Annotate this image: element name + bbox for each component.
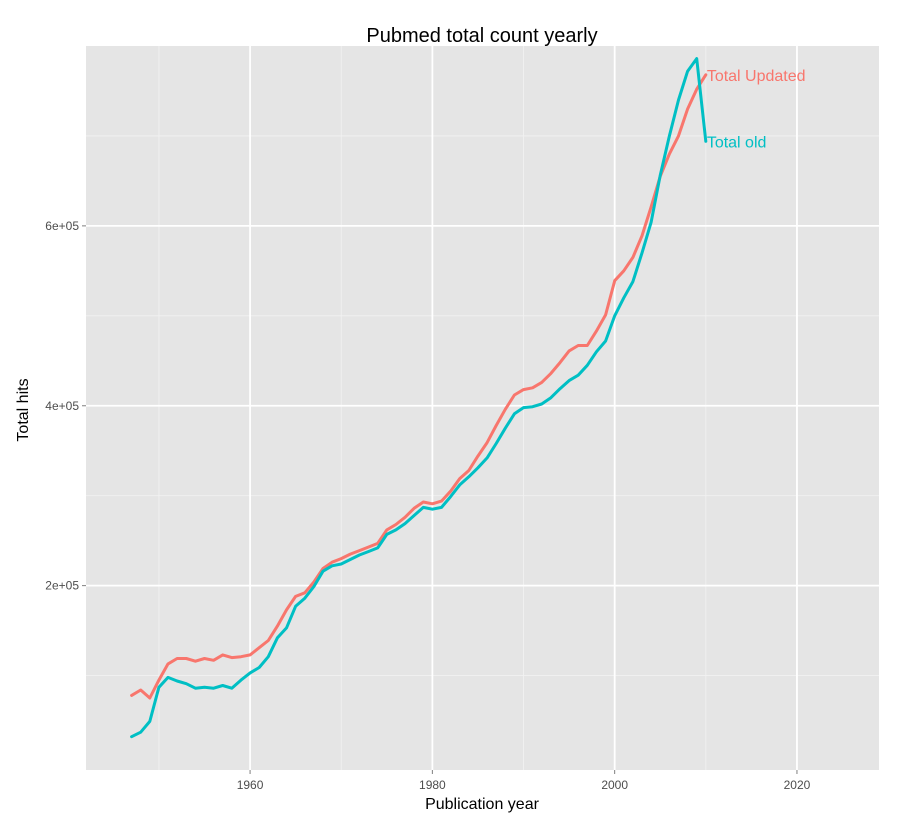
y-axis-ticks: 2e+05 4e+05 6e+05 [45,219,86,593]
minor-gridlines [86,46,879,770]
y-axis-title: Total hits [15,378,32,441]
y-tick-label: 4e+05 [45,399,79,413]
series-line-2 [130,57,708,739]
series-label-2: Total old [707,134,767,151]
plot-panel [86,46,879,770]
series-label-1: Total Updated [707,68,806,85]
series-line-1 [130,73,708,700]
series-lines [130,57,708,739]
x-axis-title: Publication year [425,796,540,813]
major-gridlines [86,46,879,770]
x-tick-label: 1980 [419,778,446,792]
x-axis-ticks: 1960 1980 2000 2020 [237,770,811,792]
y-tick-label: 6e+05 [45,219,79,233]
x-tick-label: 1960 [237,778,264,792]
series-labels: Total Updated Total old [707,68,806,152]
x-tick-label: 2020 [784,778,811,792]
y-tick-label: 2e+05 [45,579,79,593]
x-tick-label: 2000 [601,778,628,792]
chart-title: Pubmed total count yearly [366,25,597,47]
